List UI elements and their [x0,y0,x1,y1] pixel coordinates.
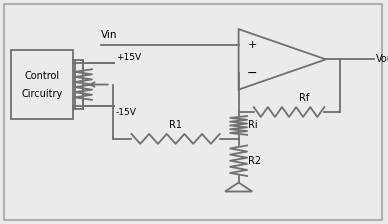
Bar [11,50,73,119]
Text: +15V: +15V [116,53,141,62]
Text: −: − [247,67,258,80]
Text: R2: R2 [248,156,262,166]
Text: -15V: -15V [116,108,137,116]
Text: Control: Control [24,71,59,81]
Text: Ri: Ri [248,121,258,130]
Text: Rf: Rf [300,93,310,103]
Text: Vout: Vout [376,54,388,64]
Text: Vin: Vin [101,30,118,40]
Text: Circuitry: Circuitry [21,88,62,99]
Text: R1: R1 [169,120,182,130]
Text: +: + [248,41,257,50]
Bar [75,60,83,109]
